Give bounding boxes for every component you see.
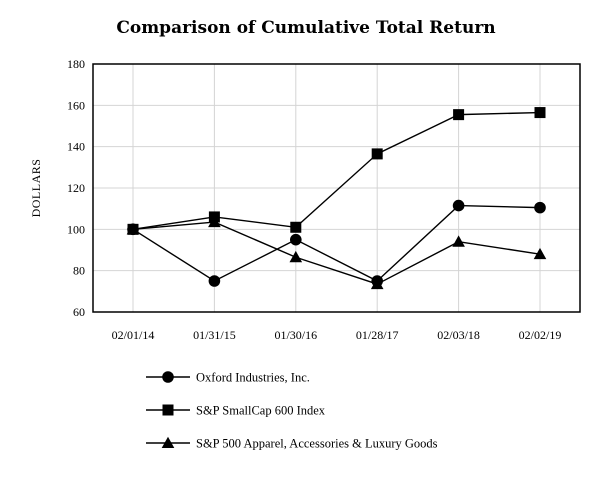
data-point-triangle: [126, 223, 140, 235]
x-tick-label: 02/01/14: [112, 328, 155, 342]
y-tick-label: 80: [73, 264, 85, 278]
data-point-square: [371, 148, 383, 160]
legend-marker-triangle: [161, 436, 175, 449]
data-point-triangle: [452, 235, 465, 247]
legend-marker-circle: [162, 371, 174, 383]
y-tick-label: 100: [67, 222, 85, 236]
y-tick-label: 60: [73, 305, 85, 319]
series-s-p-smallcap-600-index: [127, 107, 546, 235]
y-tick-label: 180: [67, 57, 85, 71]
y-tick-label: 140: [67, 140, 85, 154]
legend-item-s-p-500-apparel-accessories-luxury-goods: S&P 500 Apparel, Accessories & Luxury Go…: [146, 437, 438, 451]
y-axis-label: DOLLARS: [29, 159, 43, 218]
series-line: [132, 221, 541, 285]
y-tick-label: 120: [67, 181, 85, 195]
series-layer: [126, 107, 547, 290]
x-axis-ticks: 02/01/14 01/31/15 01/30/16 01/28/17 02/03/18…: [112, 328, 562, 342]
data-point-square: [453, 109, 465, 121]
grid: [93, 64, 580, 312]
data-point-circle: [290, 233, 302, 246]
legend-item-oxford-industries-inc: Oxford Industries, Inc.: [146, 371, 310, 385]
x-tick-label: 01/28/17: [356, 328, 399, 342]
data-point-triangle: [533, 247, 547, 260]
x-tick-label: 01/31/15: [193, 328, 236, 342]
data-point-triangle: [289, 250, 303, 263]
legend-label: S&P SmallCap 600 Index: [196, 404, 326, 418]
legend-label: Oxford Industries, Inc.: [196, 371, 310, 385]
y-axis-ticks: 60 80 100 120 140 160 180: [67, 57, 85, 319]
data-point-circle: [452, 199, 465, 212]
x-tick-label: 02/02/19: [519, 328, 562, 342]
data-point-circle: [534, 201, 546, 214]
legend-item-s-p-smallcap-600-index: S&P SmallCap 600 Index: [146, 404, 326, 418]
x-tick-label: 02/03/18: [437, 328, 480, 342]
series-line: [132, 111, 541, 231]
data-point-square: [290, 221, 302, 233]
legend-marker-square: [162, 404, 174, 416]
data-point-square: [534, 107, 546, 119]
data-point-circle: [208, 275, 221, 287]
plot-frame: [92, 63, 581, 313]
legend: Oxford Industries, Inc. S&P SmallCap 600 …: [146, 371, 438, 451]
series-oxford-industries-inc: [127, 199, 546, 287]
legend-label: S&P 500 Apparel, Accessories & Luxury Go…: [196, 437, 438, 451]
data-point-triangle: [208, 215, 221, 228]
y-tick-label: 160: [67, 98, 85, 112]
series-s-p-500-apparel-accessories-luxury-goods: [126, 215, 547, 290]
chart-title: Comparison of Cumulative Total Return: [116, 18, 495, 38]
x-tick-label: 01/30/16: [274, 328, 317, 342]
data-point-triangle: [370, 277, 384, 290]
series-line: [132, 204, 541, 282]
